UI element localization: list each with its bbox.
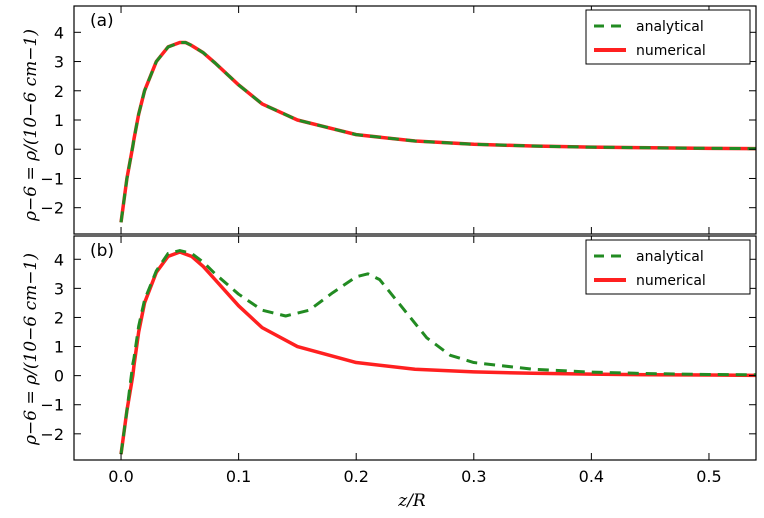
y-tick-label: −1 xyxy=(40,169,64,188)
y-tick-label: −2 xyxy=(40,425,64,444)
panel-label: (a) xyxy=(90,11,114,31)
axes-frame xyxy=(73,235,757,461)
series-line-analytical xyxy=(119,41,756,223)
y-tick-label: 2 xyxy=(54,308,64,327)
x-axis-label: z/R xyxy=(397,491,426,511)
y-tick-label: 3 xyxy=(54,53,64,72)
x-tick-label: 0.1 xyxy=(226,467,251,486)
y-tick-label: 0 xyxy=(54,140,64,159)
x-tick-label: 0.4 xyxy=(579,467,604,486)
legend-label-numerical: numerical xyxy=(636,43,706,59)
y-tick-label: 4 xyxy=(54,250,64,269)
panel-label: (b) xyxy=(90,241,114,261)
y-tick-label: −2 xyxy=(40,199,64,218)
legend xyxy=(585,9,751,65)
panel-b: 0.0 0.1 0.2 0.3 0.4 0.5 −2 −1 0 1 2 3 4 (b) analytical… xyxy=(40,235,757,486)
y-tick-label: 3 xyxy=(54,279,64,298)
legend xyxy=(585,239,751,295)
legend-label-analytical: analytical xyxy=(636,249,704,265)
y-tick-label: 1 xyxy=(54,111,64,130)
y-tick-label: 1 xyxy=(54,338,64,357)
x-tick-label: 0.0 xyxy=(108,467,133,486)
y-axis-label-a: ρ−6 = ρ/(10−6 cm−1) xyxy=(21,29,41,222)
x-tick-label: 0.3 xyxy=(461,467,486,486)
y-tick-label: 0 xyxy=(54,367,64,386)
y-tick-label: 4 xyxy=(54,23,64,42)
series-line-analytical xyxy=(119,249,756,455)
y-tick-label: −1 xyxy=(40,396,64,415)
x-tick-label: 0.5 xyxy=(696,467,721,486)
y-axis-label-b: ρ−6 = ρ/(10−6 cm−1) xyxy=(21,253,41,446)
x-tick-label: 0.2 xyxy=(343,467,368,486)
series-line-numerical xyxy=(119,40,756,223)
legend-label-analytical: analytical xyxy=(636,19,704,35)
panel-a: −2 −1 0 1 2 3 4 (a) analytical numerical xyxy=(40,5,757,235)
legend-label-numerical: numerical xyxy=(636,273,706,289)
y-tick-label: 2 xyxy=(54,82,64,101)
